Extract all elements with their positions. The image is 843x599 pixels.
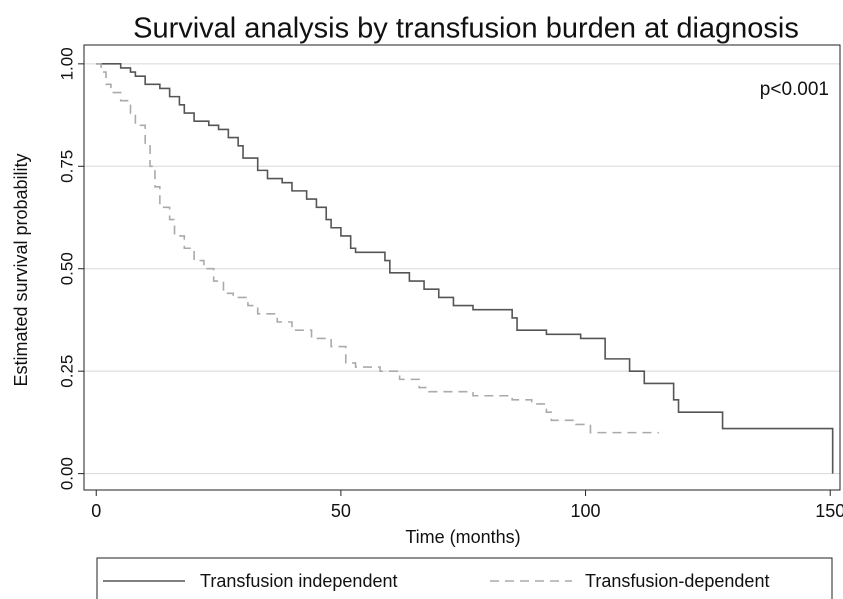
x-tick-label: 150: [815, 501, 843, 521]
y-tick-label: 0.00: [57, 457, 76, 490]
annotation: p<0.001: [760, 79, 829, 100]
x-axis-title: Time (months): [405, 527, 520, 547]
chart-title: Survival analysis by transfusion burden …: [133, 13, 799, 45]
y-axis-title: Estimated survival probability: [11, 153, 31, 386]
x-tick-label: 0: [91, 501, 101, 521]
y-tick-label: 0.25: [57, 355, 76, 388]
plot-frame: [83, 44, 841, 491]
y-tick-label: 1.00: [57, 47, 76, 80]
y-tick-label: 0.75: [57, 150, 76, 183]
survival-curve: [96, 63, 834, 474]
legend-box: [96, 557, 833, 599]
y-tick-label: 0.50: [57, 252, 76, 285]
survival-curve: [96, 63, 659, 434]
legend-label: Transfusion-dependent: [585, 571, 769, 591]
legend-label: Transfusion independent: [200, 571, 397, 591]
x-tick-label: 50: [331, 501, 351, 521]
x-tick-label: 100: [571, 501, 601, 521]
